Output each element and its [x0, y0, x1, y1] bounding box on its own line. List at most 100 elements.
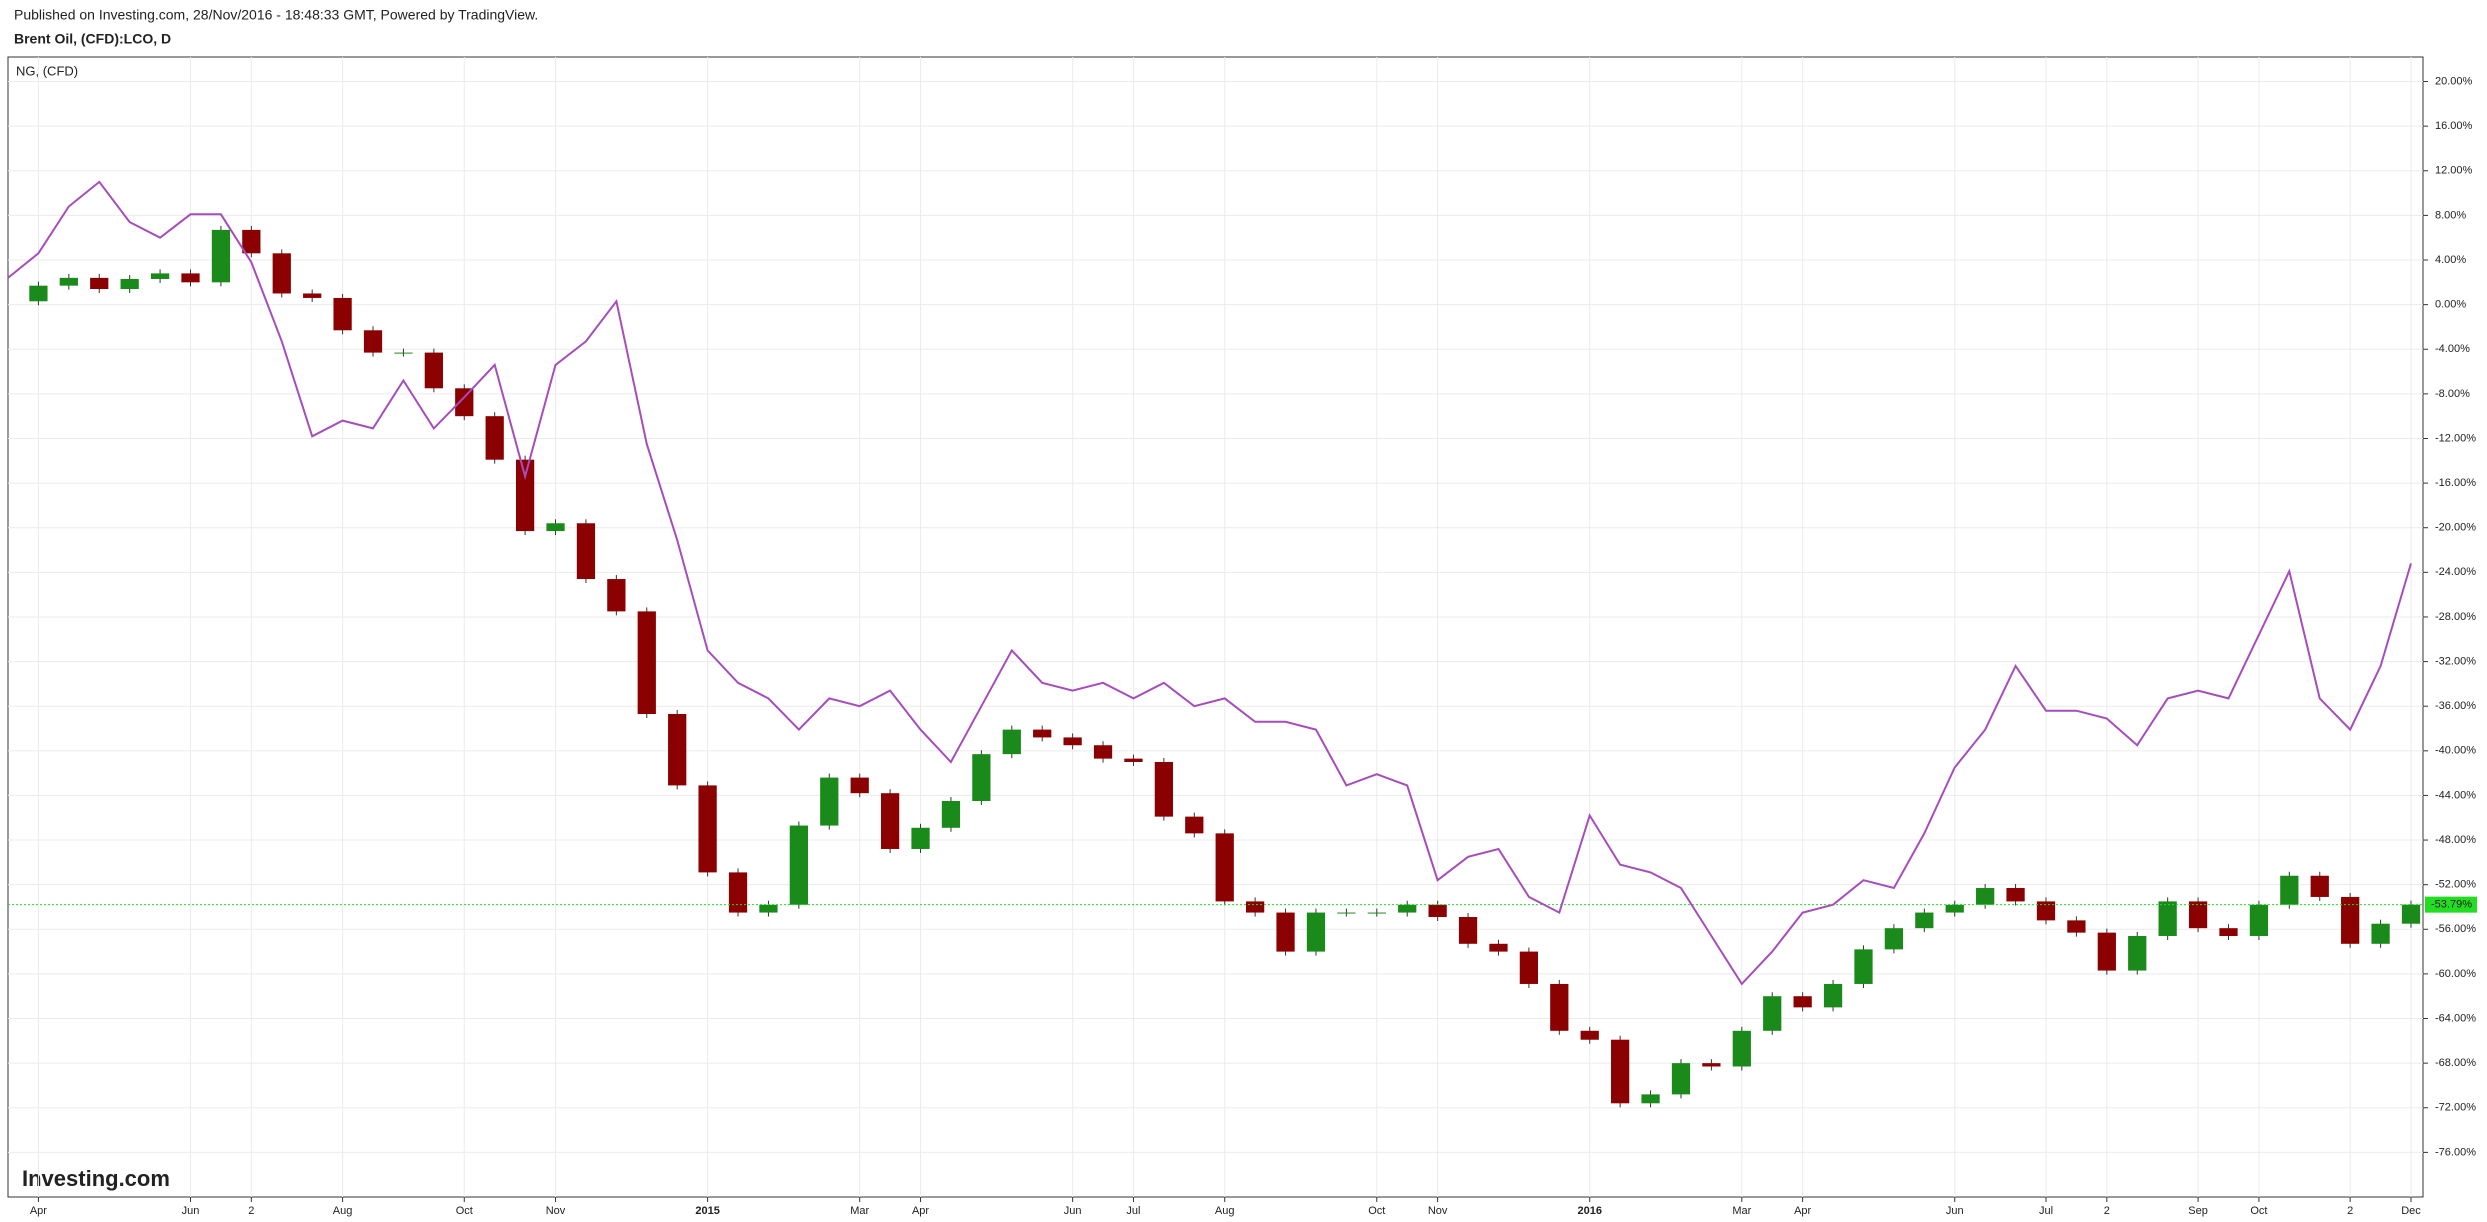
- candle: [2341, 896, 2360, 944]
- candle: [941, 801, 961, 828]
- x-tick-label: Apr: [1794, 1205, 1811, 1217]
- candle: [1611, 1039, 1630, 1104]
- candle: [911, 827, 930, 849]
- candle: [637, 611, 656, 715]
- candle: [1185, 816, 1204, 834]
- candle: [1732, 1030, 1751, 1067]
- candle: [850, 777, 869, 794]
- x-tick-label: Jun: [182, 1205, 200, 1217]
- candle: [2249, 904, 2269, 936]
- x-tick-label: 2016: [1577, 1205, 1601, 1217]
- candle: [1033, 729, 1052, 738]
- candle: [2371, 923, 2390, 944]
- candle: [1550, 983, 1569, 1031]
- candle: [1489, 943, 1508, 952]
- y-tick-label: 8.00%: [2435, 209, 2466, 221]
- candle: [333, 297, 352, 331]
- candle: [2067, 920, 2086, 933]
- x-tick-label: Apr: [912, 1205, 929, 1217]
- candle: [2158, 901, 2177, 936]
- candle: [1580, 1030, 1599, 1040]
- candle: [1519, 951, 1539, 984]
- candle: [394, 352, 413, 354]
- y-tick-label: -64.00%: [2435, 1012, 2476, 1024]
- candle: [2401, 904, 2421, 924]
- candle: [1276, 912, 1295, 952]
- candle: [2128, 935, 2147, 971]
- candle: [2219, 928, 2238, 936]
- candle: [242, 229, 261, 254]
- candle: [1306, 912, 1326, 952]
- candle: [2310, 875, 2329, 897]
- candle: [29, 285, 48, 302]
- x-tick-label: Sep: [2188, 1205, 2208, 1217]
- y-tick-label: -24.00%: [2435, 566, 2476, 578]
- candle: [150, 273, 170, 279]
- candle: [1398, 904, 1417, 913]
- x-tick-label: 2: [2347, 1205, 2353, 1217]
- x-tick-label: Oct: [456, 1205, 473, 1217]
- candle: [1093, 745, 1113, 759]
- candle: [2097, 932, 2116, 971]
- x-tick-label: Oct: [2250, 1205, 2267, 1217]
- candle: [607, 579, 626, 612]
- candle: [1823, 983, 1843, 1008]
- candle: [820, 777, 839, 826]
- y-tick-label: 12.00%: [2435, 165, 2473, 177]
- y-tick-label: -52.00%: [2435, 879, 2476, 891]
- x-tick-label: 2: [248, 1205, 254, 1217]
- candle: [1793, 996, 1812, 1008]
- candle: [455, 388, 474, 417]
- y-tick-label: -20.00%: [2435, 522, 2476, 534]
- y-tick-label: -4.00%: [2435, 343, 2470, 355]
- candle: [1976, 888, 1995, 905]
- candle: [2188, 901, 2208, 929]
- candle: [2006, 888, 2025, 902]
- y-tick-label: -28.00%: [2435, 611, 2476, 623]
- candle: [1915, 912, 1934, 929]
- y-tick-label: -48.00%: [2435, 834, 2476, 846]
- candle: [303, 293, 322, 298]
- candle: [668, 714, 687, 786]
- candle: [1367, 912, 1386, 914]
- plot-frame: [7, 56, 2424, 1198]
- x-tick-label: Oct: [1368, 1205, 1385, 1217]
- x-tick-label: Jun: [1946, 1205, 1964, 1217]
- candle: [1002, 729, 1021, 755]
- candle: [698, 785, 717, 873]
- series-line: [7, 180, 2412, 986]
- candle: [1124, 758, 1143, 762]
- last-price-box: [2425, 896, 2477, 913]
- y-tick-label: -68.00%: [2435, 1057, 2476, 1069]
- candle: [211, 229, 231, 283]
- candle: [1945, 904, 1964, 913]
- published-note: Published on Investing.com, 28/Nov/2016 …: [14, 7, 538, 23]
- x-tick-label: Dec: [2401, 1205, 2421, 1217]
- candle: [424, 352, 443, 389]
- y-tick-label: -60.00%: [2435, 968, 2476, 980]
- candle: [1215, 833, 1234, 902]
- legend-entry: NG, (CFD): [16, 63, 78, 78]
- y-tick-label: -8.00%: [2435, 388, 2470, 400]
- x-tick-label: 2015: [695, 1205, 719, 1217]
- x-tick-label: Mar: [1732, 1205, 1751, 1217]
- candle: [728, 872, 748, 913]
- candle: [1854, 949, 1873, 984]
- candle: [972, 754, 991, 802]
- candle: [880, 793, 900, 849]
- candle: [363, 330, 383, 353]
- candle: [789, 825, 808, 905]
- y-tick-label: -56.00%: [2435, 923, 2476, 935]
- y-tick-label: 0.00%: [2435, 299, 2466, 311]
- y-tick-label: -44.00%: [2435, 789, 2476, 801]
- y-tick-label: 4.00%: [2435, 254, 2466, 266]
- candle: [1702, 1063, 1721, 1067]
- candle: [1458, 917, 1478, 944]
- x-tick-label: Jun: [1064, 1205, 1082, 1217]
- candle: [1671, 1063, 1691, 1095]
- y-tick-label: 16.00%: [2435, 120, 2473, 132]
- candle: [2036, 901, 2056, 921]
- candle: [90, 277, 109, 290]
- candle: [1154, 761, 1173, 817]
